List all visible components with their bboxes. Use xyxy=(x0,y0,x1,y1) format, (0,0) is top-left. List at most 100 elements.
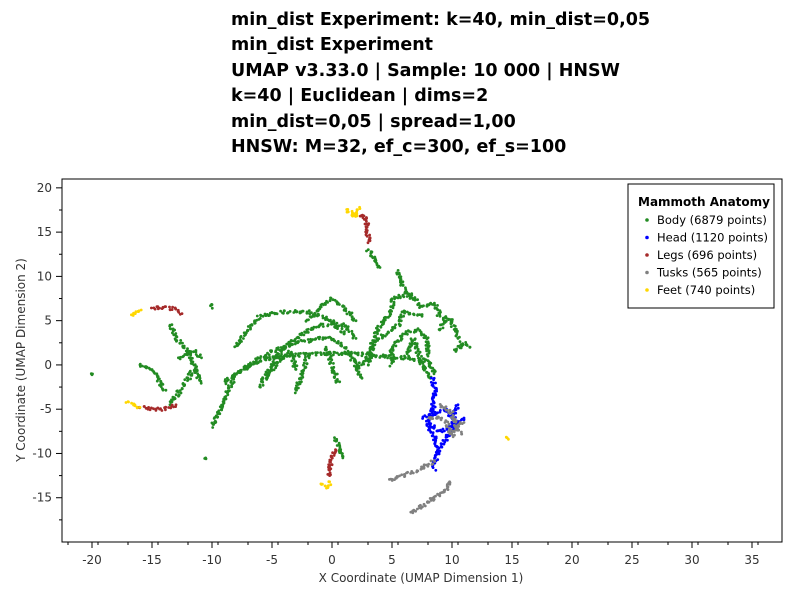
data-point xyxy=(303,339,307,343)
y-tick-label: -15 xyxy=(32,491,52,505)
data-point xyxy=(430,376,433,380)
data-point xyxy=(331,320,335,324)
data-point xyxy=(218,412,222,416)
data-point xyxy=(407,354,410,358)
data-point xyxy=(318,335,322,339)
data-point xyxy=(305,330,309,334)
x-tick-label: -10 xyxy=(202,553,222,567)
data-point xyxy=(333,339,336,343)
data-point xyxy=(193,370,197,373)
data-point xyxy=(177,356,180,360)
data-point xyxy=(224,382,228,386)
data-point xyxy=(416,507,419,511)
data-point xyxy=(425,349,428,353)
data-point xyxy=(270,367,273,370)
data-point xyxy=(304,358,308,362)
data-point xyxy=(255,318,258,322)
data-point xyxy=(340,327,344,331)
data-point xyxy=(419,503,422,507)
data-point xyxy=(289,352,292,356)
data-point xyxy=(332,353,335,357)
data-point xyxy=(374,355,378,359)
legend-marker xyxy=(645,288,649,292)
data-point xyxy=(272,358,276,361)
data-point xyxy=(394,344,398,348)
data-point xyxy=(386,356,389,360)
data-point xyxy=(431,431,435,435)
data-point xyxy=(314,325,318,329)
data-point xyxy=(398,318,401,322)
data-point xyxy=(178,389,182,392)
data-point xyxy=(365,234,369,238)
data-point xyxy=(413,337,417,341)
data-point xyxy=(184,349,188,353)
data-point xyxy=(430,434,434,438)
data-point xyxy=(449,321,453,325)
data-point xyxy=(337,441,341,445)
data-point xyxy=(324,318,327,321)
data-point xyxy=(337,353,341,356)
data-point xyxy=(302,333,306,337)
data-point xyxy=(418,306,421,309)
data-point xyxy=(172,398,176,401)
data-point xyxy=(139,308,143,312)
data-point xyxy=(333,451,337,454)
series-body xyxy=(89,248,472,461)
data-point xyxy=(131,314,135,317)
y-tick-label: -10 xyxy=(32,446,52,460)
data-point xyxy=(468,345,472,349)
data-point xyxy=(249,326,252,330)
data-point xyxy=(250,323,254,326)
data-point xyxy=(321,338,325,341)
data-point xyxy=(328,480,331,484)
data-point xyxy=(344,307,348,311)
data-point xyxy=(174,393,178,397)
data-point xyxy=(186,379,189,382)
data-point xyxy=(194,349,198,352)
data-point xyxy=(404,330,408,333)
data-point xyxy=(408,349,412,352)
data-point xyxy=(362,217,366,221)
data-point xyxy=(399,355,403,359)
data-point xyxy=(441,326,445,330)
data-point xyxy=(342,322,345,326)
data-point xyxy=(164,408,167,412)
data-point xyxy=(438,449,442,453)
data-point xyxy=(453,324,457,328)
data-point xyxy=(282,345,285,349)
data-point xyxy=(364,228,368,231)
data-point xyxy=(311,351,314,355)
data-point xyxy=(219,408,223,412)
data-point xyxy=(330,463,334,467)
data-point xyxy=(243,364,247,368)
data-point xyxy=(444,315,448,318)
data-point xyxy=(423,504,427,508)
data-point xyxy=(458,340,462,343)
data-point xyxy=(462,421,466,424)
data-point xyxy=(183,353,187,356)
data-point xyxy=(395,272,399,276)
data-point xyxy=(413,346,417,350)
data-point xyxy=(406,310,409,314)
data-point xyxy=(327,463,331,466)
legend-marker xyxy=(645,235,649,240)
data-point xyxy=(408,342,412,345)
data-point xyxy=(394,323,397,327)
data-point xyxy=(416,347,420,351)
data-point xyxy=(177,310,181,314)
data-point xyxy=(323,336,327,340)
data-point xyxy=(261,383,265,387)
data-point xyxy=(422,357,425,360)
data-point xyxy=(433,370,437,373)
data-point xyxy=(449,325,453,328)
data-point xyxy=(274,349,278,352)
data-point xyxy=(294,352,297,356)
data-point xyxy=(229,379,233,383)
data-point xyxy=(405,295,409,298)
data-point xyxy=(338,303,341,306)
data-point xyxy=(340,353,344,356)
data-point xyxy=(367,363,370,367)
data-point xyxy=(399,281,403,285)
data-point xyxy=(430,402,433,406)
data-point xyxy=(323,301,327,305)
